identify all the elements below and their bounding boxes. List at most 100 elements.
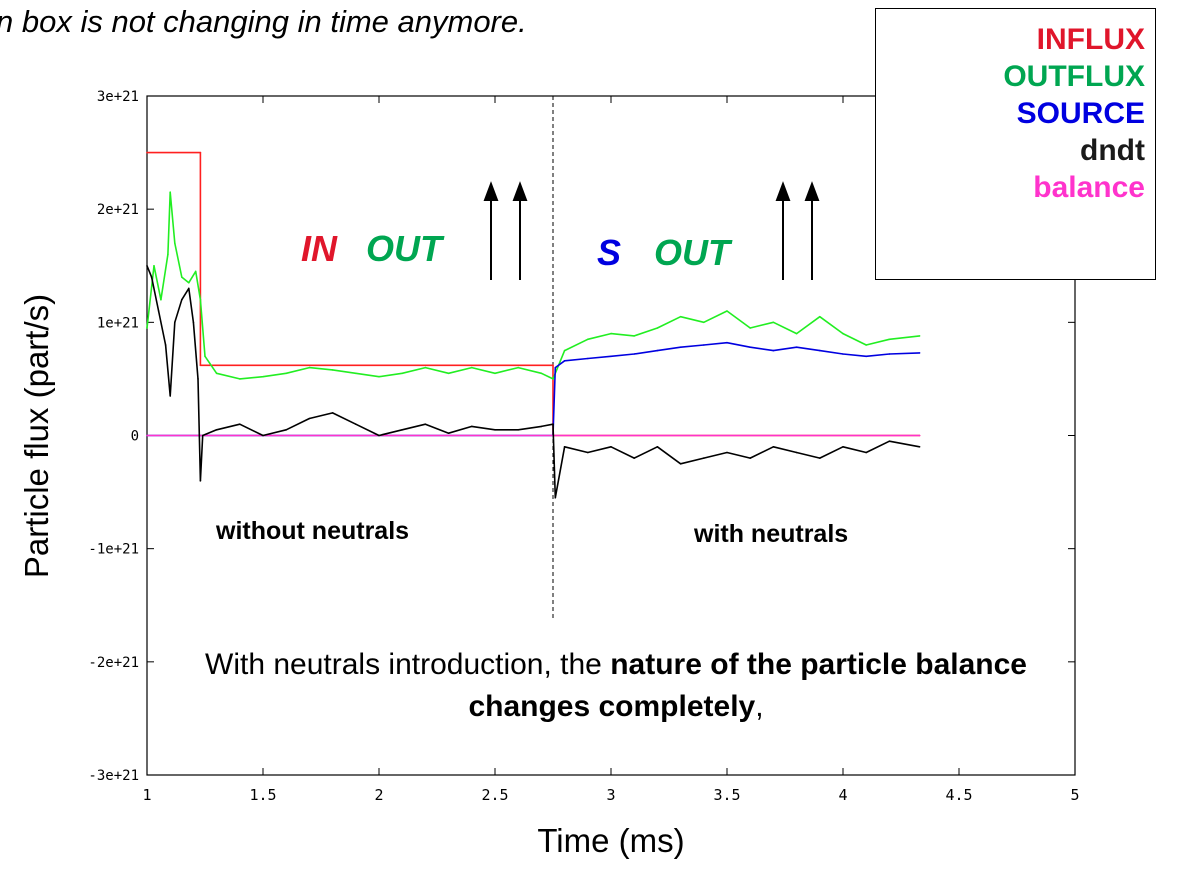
label-with-neutrals: with neutrals	[694, 520, 849, 548]
point-dndt	[188, 287, 190, 290]
point-dndt	[262, 434, 264, 437]
point-outflux	[888, 338, 891, 341]
point-dndt	[471, 425, 473, 428]
point-dndt	[447, 432, 450, 435]
point-dndt	[540, 425, 543, 428]
point-source	[888, 353, 891, 355]
point-outflux	[153, 265, 155, 267]
point-dndt	[494, 429, 496, 431]
point-outflux	[181, 276, 183, 278]
point-dndt	[679, 463, 682, 465]
point-dndt	[150, 276, 153, 278]
point-outflux	[239, 378, 241, 380]
point-source	[587, 357, 589, 360]
point-outflux	[167, 253, 169, 256]
point-dndt	[215, 429, 218, 431]
point-outflux	[308, 366, 311, 369]
point-influx	[199, 151, 202, 154]
x-axis-label: Time (ms)	[537, 822, 684, 859]
up-arrow-icon	[483, 181, 499, 201]
point-outflux	[494, 372, 496, 375]
legend-balance: balance	[1033, 171, 1145, 204]
point-outflux	[174, 242, 176, 244]
point-dndt	[308, 417, 311, 420]
point-outflux	[633, 335, 635, 337]
point-outflux	[169, 191, 171, 193]
point-dndt	[819, 457, 821, 459]
y-tick-label: -3e+21	[88, 768, 139, 784]
point-outflux	[215, 372, 218, 375]
y-axis-label: Particle flux (part/s)	[18, 294, 55, 578]
point-dndt	[563, 446, 566, 448]
point-source	[554, 366, 557, 369]
legend-influx: INFLUX	[1036, 23, 1145, 56]
point-dndt	[517, 429, 519, 431]
y-tick-label: 1e+21	[97, 315, 139, 331]
point-dndt	[181, 298, 183, 301]
point-dndt	[726, 451, 728, 454]
point-dndt	[157, 310, 160, 312]
point-dndt	[703, 457, 705, 459]
point-source	[703, 344, 705, 346]
point-outflux	[424, 366, 427, 369]
point-outflux	[587, 338, 589, 341]
point-dndt	[174, 321, 176, 324]
y-tick-label: -1e+21	[88, 542, 139, 558]
label-in: IN	[301, 228, 337, 269]
point-source	[679, 346, 682, 349]
legend-source: SOURCE	[1016, 97, 1145, 130]
x-tick-label: 1	[142, 786, 151, 804]
point-source	[795, 346, 798, 349]
point-dndt	[554, 496, 557, 499]
point-outflux	[656, 327, 659, 329]
point-dndt	[795, 451, 798, 454]
caption-fragment: n box is not changing in time anymore.	[0, 4, 527, 39]
point-dndt	[197, 378, 199, 380]
point-dndt	[401, 429, 404, 431]
point-dndt	[842, 446, 844, 448]
point-balance	[918, 434, 921, 437]
x-tick-label: 3.5	[713, 786, 740, 804]
point-outflux	[262, 375, 264, 378]
x-tick-label: 5	[1070, 786, 1079, 804]
point-outflux	[199, 298, 202, 301]
point-outflux	[918, 335, 921, 337]
series-outflux	[146, 191, 920, 380]
point-source	[918, 352, 921, 354]
point-outflux	[188, 281, 190, 284]
point-source	[819, 349, 821, 352]
point-dndt	[378, 434, 380, 437]
up-arrow-icon	[512, 181, 528, 201]
legend-outflux: OUTFLUX	[1003, 60, 1145, 93]
point-dndt	[192, 321, 195, 324]
point-dndt	[239, 423, 241, 426]
series-dndt	[146, 265, 920, 499]
point-dndt	[164, 344, 167, 346]
point-dndt	[633, 457, 635, 459]
note-text-1: With neutrals introduction, the	[205, 648, 611, 681]
point-outflux	[160, 298, 162, 301]
point-outflux	[679, 315, 682, 318]
point-outflux	[194, 270, 197, 273]
point-dndt	[888, 440, 891, 443]
y-tick-label: 2e+21	[97, 202, 139, 218]
point-dndt	[424, 423, 427, 426]
label-out-left: OUT	[366, 228, 442, 269]
point-source	[749, 346, 751, 349]
y-tick-label: -2e+21	[88, 655, 139, 671]
point-dndt	[355, 423, 357, 426]
point-source	[842, 353, 844, 355]
note-bold: nature of the particle balance changes c…	[468, 648, 1027, 723]
point-outflux	[610, 332, 612, 335]
point-outflux	[471, 366, 473, 369]
legend-dndt: dndt	[1080, 134, 1145, 167]
point-source	[610, 355, 612, 358]
point-influx	[146, 151, 148, 154]
point-dndt	[772, 446, 775, 448]
point-outflux	[552, 378, 554, 380]
x-tick-label: 3	[606, 786, 615, 804]
x-tick-label: 1.5	[249, 786, 276, 804]
point-outflux	[726, 310, 728, 312]
x-tick-label: 2	[374, 786, 383, 804]
